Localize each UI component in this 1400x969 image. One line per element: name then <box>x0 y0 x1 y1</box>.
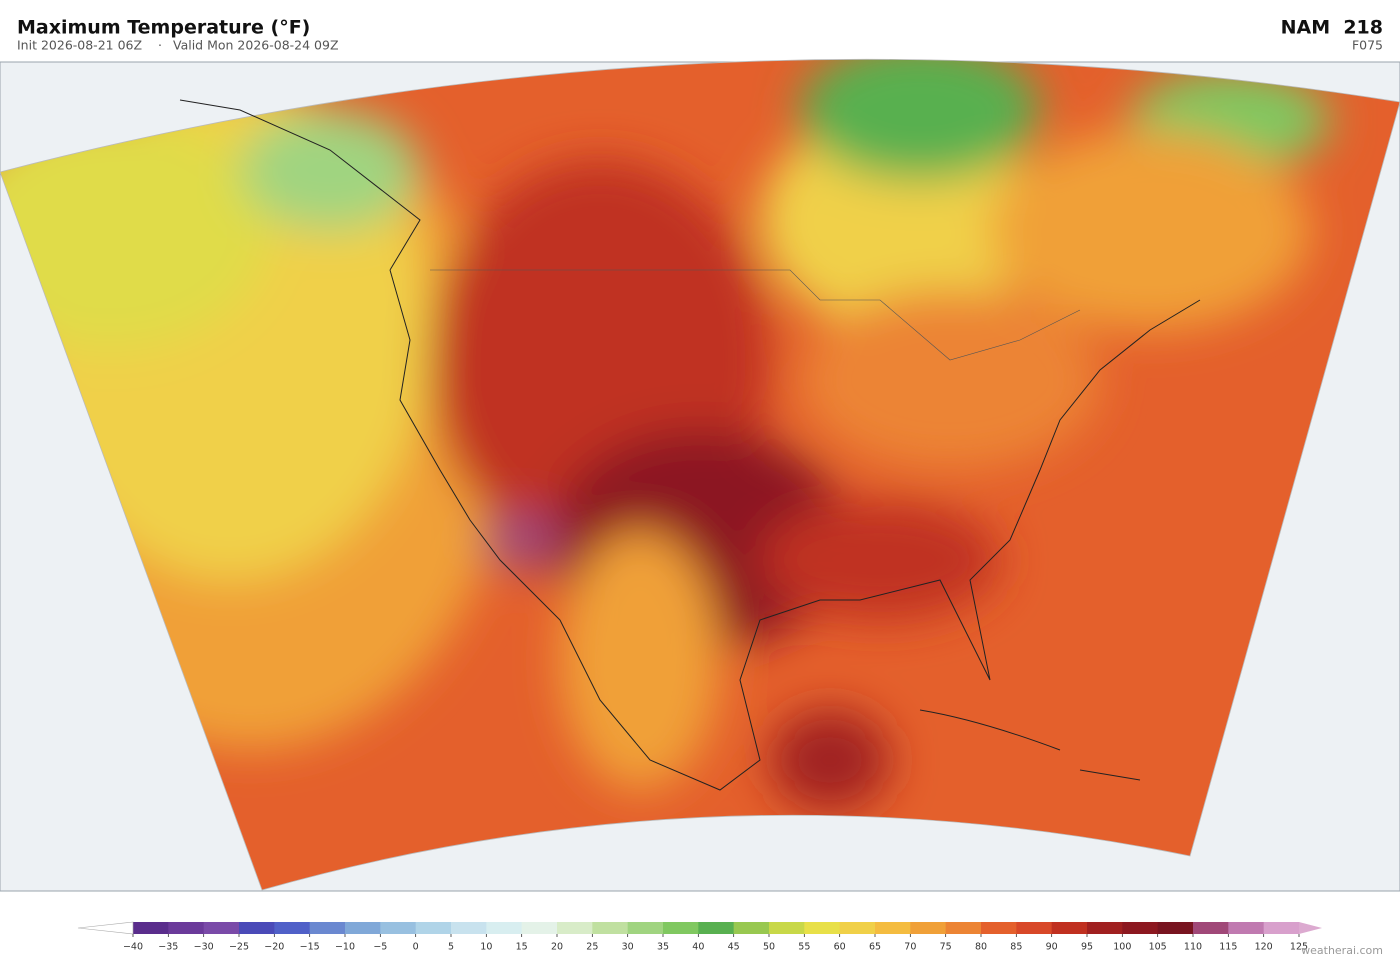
colorbar-segment <box>1016 922 1053 934</box>
colorbar-segment <box>1051 922 1088 934</box>
colorbar-tick-label: 60 <box>834 942 846 953</box>
colorbar-tick-label: −25 <box>229 942 249 953</box>
colorbar-tick-label: −30 <box>194 942 214 953</box>
colorbar-tick-label: −40 <box>123 942 143 953</box>
colorbar-segment <box>910 922 947 934</box>
colorbar-tick-label: 0 <box>413 942 419 953</box>
colorbar-segment <box>769 922 805 934</box>
colorbar-tick-label: 120 <box>1255 942 1273 953</box>
colorbar-segment <box>698 922 735 934</box>
colorbar-tick-label: 25 <box>586 942 598 953</box>
valid-time: Valid Mon 2026-08-24 09Z <box>173 38 339 53</box>
colorbar-segment <box>1087 922 1123 934</box>
colorbar-tick-label: 110 <box>1184 942 1202 953</box>
colorbar-tick-label: 55 <box>798 942 810 953</box>
colorbar-tick-label: −10 <box>335 942 355 953</box>
watermark: weatherai.com <box>1301 944 1383 957</box>
colorbar-over <box>1299 922 1322 934</box>
colorbar-tick-label: 65 <box>869 942 881 953</box>
colorbar-segment <box>1122 922 1159 934</box>
colorbar-segment <box>133 922 169 934</box>
map <box>0 58 1400 892</box>
colorbar-tick-label: 20 <box>551 942 563 953</box>
colorbar-tick-label: 50 <box>763 942 775 953</box>
colorbar-segment <box>804 922 841 934</box>
colorbar-tick-label: 35 <box>657 942 669 953</box>
colorbar-tick-label: −35 <box>158 942 178 953</box>
colorbar-segment <box>981 922 1017 934</box>
colorbar-segment <box>592 922 629 934</box>
colorbar-tick-label: 75 <box>940 942 952 953</box>
colorbar-tick-label: −15 <box>300 942 320 953</box>
forecast-hour: F075 <box>1352 38 1383 53</box>
colorbar-tick-label: 105 <box>1149 942 1167 953</box>
colorbar-under <box>77 921 134 935</box>
colorbar-segment <box>663 922 699 934</box>
colorbar-tick-label: 90 <box>1046 942 1058 953</box>
colorbar-tick-label: 10 <box>480 942 492 953</box>
colorbar-tick-label: 15 <box>516 942 528 953</box>
colorbar-tick-label: 30 <box>622 942 634 953</box>
model: NAM 218 <box>1281 17 1383 39</box>
init-time: Init 2026-08-21 06Z <box>17 38 142 53</box>
colorbar-segment <box>203 922 240 934</box>
colorbar-segment <box>380 922 417 934</box>
colorbar-segment <box>875 922 911 934</box>
colorbar-tick-label: 100 <box>1113 942 1131 953</box>
colorbar-segment <box>415 922 452 934</box>
colorbar-tick-label: 70 <box>904 942 916 953</box>
title: Maximum Temperature (°F) <box>17 17 310 39</box>
colorbar-segment <box>274 922 311 934</box>
colorbar-tick-label: −20 <box>264 942 284 953</box>
colorbar-segment <box>1263 922 1300 934</box>
colorbar-segment <box>486 922 523 934</box>
colorbar-tick-label: 40 <box>692 942 704 953</box>
colorbar-segment <box>239 922 275 934</box>
colorbar-tick-label: 115 <box>1219 942 1237 953</box>
colorbar-segment <box>451 922 487 934</box>
colorbar-tick-label: 45 <box>728 942 740 953</box>
colorbar-segment <box>1157 922 1194 934</box>
colorbar-segment <box>557 922 593 934</box>
colorbar-tick-label: −5 <box>373 942 387 953</box>
colorbar-tick-label: 95 <box>1081 942 1093 953</box>
colorbar-tick-label: 125 <box>1290 942 1308 953</box>
colorbar-segment <box>627 922 664 934</box>
colorbar-segment <box>168 922 205 934</box>
colorbar-segment <box>1228 922 1265 934</box>
separator: · <box>158 38 162 53</box>
colorbar-segment <box>839 922 876 934</box>
colorbar-tick-label: 80 <box>975 942 987 953</box>
colorbar-segment <box>345 922 381 934</box>
colorbar-tick-label: 85 <box>1010 942 1022 953</box>
colorbar-segment <box>521 922 558 934</box>
colorbar: −40 −35 −30 −25 −20 −15 −10 −5 0 5 10 15 20 25 30 35 40 4… <box>77 921 1322 953</box>
colorbar-segment <box>309 922 346 934</box>
colorbar-tick-label: 5 <box>448 942 454 953</box>
colorbar-segment <box>1193 922 1229 934</box>
colorbar-segment <box>945 922 982 934</box>
colorbar-segment <box>733 922 770 934</box>
